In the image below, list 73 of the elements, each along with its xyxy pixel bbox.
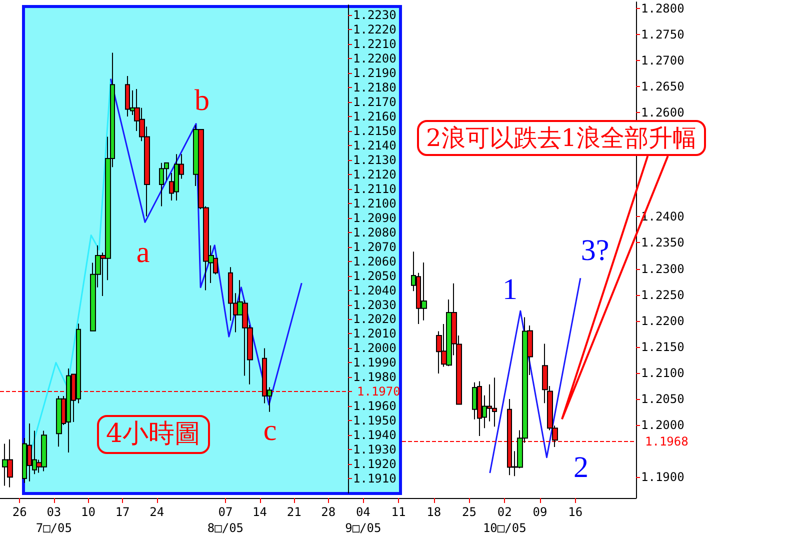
y-tick-label: 1.2180 xyxy=(353,80,396,95)
y-tick-label: 1.2090 xyxy=(353,210,396,225)
candlestick xyxy=(125,75,130,117)
y-tick-label: 1.2350 xyxy=(641,236,684,250)
annotation: 2 xyxy=(574,451,588,484)
y-tick-label: 1.2220 xyxy=(353,22,396,37)
y-tick-label: 1.2020 xyxy=(353,312,396,326)
y-tick-label: 1.2130 xyxy=(353,152,396,167)
y-tick-label: 1.1930 xyxy=(353,442,396,457)
y-tick-label: 1.1990 xyxy=(353,356,396,370)
y-tick-label: 1.2100 xyxy=(353,196,396,210)
x-tick-label: 04 9□/05 xyxy=(345,505,382,535)
y-tick-label: 1.2200 xyxy=(353,52,396,66)
y-tick-label: 1.1980 xyxy=(353,370,396,384)
y-tick-label: 1.1910 xyxy=(353,472,396,486)
annotation: 2浪可以跌去1浪全部升幅 xyxy=(417,120,706,156)
x-tick-label: 25 xyxy=(462,505,476,519)
y-tick-label: 1.2150 xyxy=(353,124,396,138)
x-tick-label: 03 7□/05 xyxy=(36,505,72,535)
x-tick-label: 11 xyxy=(391,505,406,519)
x-tick-label: 09 xyxy=(532,505,548,519)
y-tick-label: 1.2000 xyxy=(353,341,396,356)
y-tick-label: 1.2200 xyxy=(641,314,684,328)
y-tick-label: 1.2040 xyxy=(353,283,396,298)
y-tick-label: 1.2100 xyxy=(641,366,684,380)
y-tick-label: 1.1920 xyxy=(353,457,396,472)
y-tick-label: 1.2210 xyxy=(353,37,396,52)
x-tick-label: 14 xyxy=(252,505,267,519)
candlestick xyxy=(56,395,62,448)
y-tick-label: 1.2000 xyxy=(641,418,684,432)
y-tick-label: 1.2750 xyxy=(641,27,684,42)
annotation: b xyxy=(194,84,210,117)
annotation: 1 xyxy=(502,273,518,306)
y-tick-label: 1.2080 xyxy=(353,225,396,240)
x-tick-label: 21 xyxy=(286,505,302,519)
x-tick-label: 26 xyxy=(12,505,27,519)
y-tick-label: 1.2700 xyxy=(641,53,684,68)
y-tick-label: 1.2190 xyxy=(353,66,396,80)
y-tick-label: 1.2250 xyxy=(641,288,684,302)
y-tick-label: 1.2230 xyxy=(353,8,396,22)
y-tick-label: 1.2010 xyxy=(353,326,396,341)
annotation: 4小時圖 xyxy=(97,415,210,454)
y-tick-label: 1.2140 xyxy=(353,138,396,152)
annotation: 3? xyxy=(580,234,610,267)
y-tick-label: 1.2650 xyxy=(641,79,684,94)
annotation: a xyxy=(136,236,150,269)
y-tick-label: 1.2800 xyxy=(641,1,684,16)
x-tick-label: 18 xyxy=(426,505,442,519)
ref-line-label: 1.1968 xyxy=(645,434,688,449)
y-tick-label: 1.2160 xyxy=(353,110,396,124)
x-tick-label: 28 xyxy=(321,505,336,519)
x-tick-label: 10 xyxy=(81,505,96,519)
x-tick-label: 17 xyxy=(115,505,130,519)
y-tick-label: 1.2050 xyxy=(641,392,684,406)
y-tick-label: 1.2120 xyxy=(353,167,396,182)
y-tick-label: 1.2110 xyxy=(353,182,396,196)
annotation: c xyxy=(263,414,277,447)
y-tick-label: 1.2600 xyxy=(641,105,684,120)
x-tick-label: 16 xyxy=(568,505,583,519)
y-tick-label: 1.2050 xyxy=(353,268,396,283)
y-tick-label: 1.2070 xyxy=(353,240,396,254)
x-tick-label: 24 xyxy=(150,505,164,519)
y-tick-label: 1.2150 xyxy=(641,340,684,354)
x-tick-label: 02 10□/05 xyxy=(482,505,526,535)
y-tick-label: 1.1960 xyxy=(353,399,396,414)
y-tick-label: 1.2300 xyxy=(641,262,684,276)
y-tick-label: 1.2060 xyxy=(353,254,396,268)
y-tick-label: 1.1900 xyxy=(641,470,684,484)
y-tick-label: 1.1950 xyxy=(353,414,396,428)
y-tick-label: 1.1940 xyxy=(353,428,396,442)
y-tick-label: 1.2030 xyxy=(353,298,396,312)
y-tick-label: 1.2170 xyxy=(353,95,396,110)
x-tick-label: 07 8□/05 xyxy=(207,505,244,535)
